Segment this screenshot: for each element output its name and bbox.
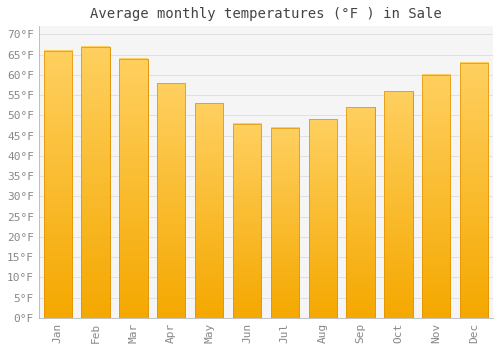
Bar xyxy=(384,91,412,318)
Bar xyxy=(308,119,337,318)
Bar xyxy=(44,51,72,318)
Bar xyxy=(82,47,110,318)
Bar xyxy=(270,127,299,318)
Bar xyxy=(119,59,148,318)
Title: Average monthly temperatures (°F ) in Sale: Average monthly temperatures (°F ) in Sa… xyxy=(90,7,442,21)
Bar xyxy=(346,107,375,318)
Bar xyxy=(422,75,450,318)
Bar xyxy=(157,83,186,318)
Bar xyxy=(233,124,261,318)
Bar xyxy=(195,103,224,318)
Bar xyxy=(460,63,488,318)
